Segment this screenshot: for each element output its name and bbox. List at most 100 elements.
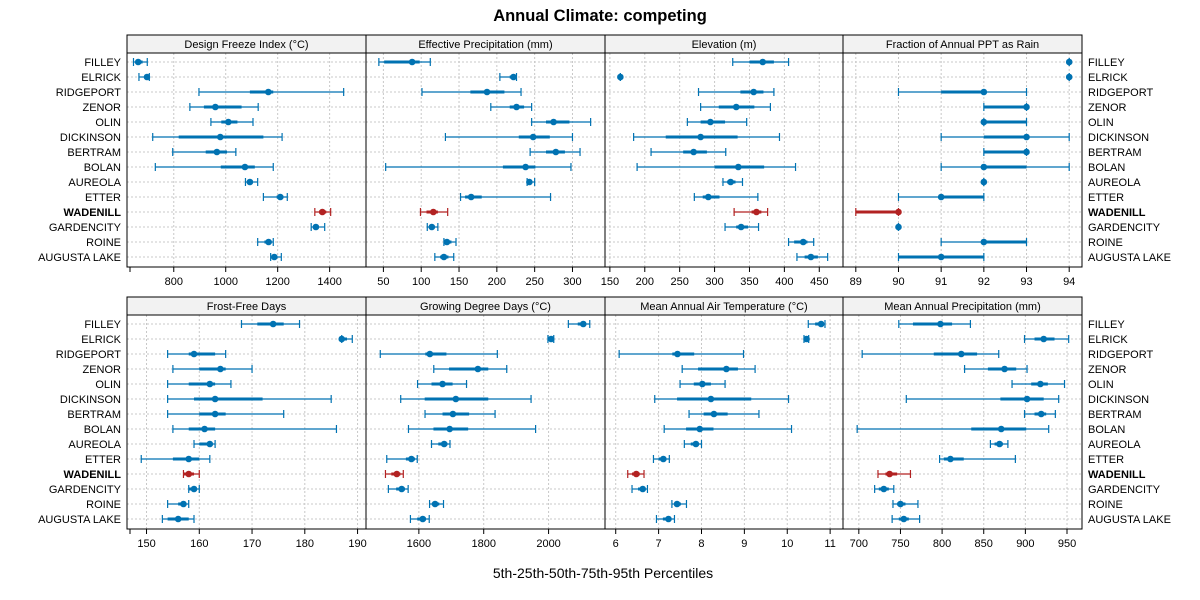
x-tick-label: 300 — [705, 276, 723, 288]
median-point — [1040, 335, 1047, 343]
panel-title: Mean Annual Precipitation (mm) — [884, 301, 1041, 313]
percentile-row — [940, 238, 1028, 246]
median-point — [522, 163, 529, 171]
x-tick-label: 850 — [975, 538, 993, 550]
percentile-row — [526, 178, 536, 186]
percentile-row — [697, 88, 775, 96]
site-label: DICKINSON — [60, 394, 121, 406]
percentile-row — [671, 500, 688, 508]
median-point — [980, 178, 988, 186]
median-point — [319, 208, 326, 216]
median-point — [699, 380, 706, 388]
percentile-row — [262, 193, 288, 201]
x-tick-label: 1800 — [471, 538, 495, 550]
percentile-row — [416, 380, 468, 388]
percentile-row — [803, 335, 810, 343]
percentile-row — [167, 395, 332, 403]
median-point — [552, 148, 560, 156]
percentile-row — [654, 395, 790, 403]
site-label: AUREOLA — [68, 177, 121, 189]
x-tick-label: 1200 — [265, 276, 289, 288]
median-point — [398, 485, 405, 493]
site-label: ROINE — [1088, 237, 1123, 249]
percentile-row — [681, 365, 756, 373]
panel-5: Growing Degree Days (°C) 1600 1800 2000 — [365, 296, 606, 550]
median-point — [1023, 133, 1030, 141]
site-label: DICKINSON — [1088, 132, 1149, 144]
median-point — [1001, 365, 1008, 373]
site-labels-left: FILLEY ELRICK RIDGEPORT ZENOR OLIN DICKINSON B… — [38, 57, 122, 526]
median-point — [419, 515, 427, 523]
median-point — [1065, 58, 1073, 66]
median-point — [980, 118, 988, 126]
site-label: GARDENCITY — [49, 484, 122, 496]
percentile-row — [1023, 410, 1056, 418]
median-point — [692, 440, 700, 448]
percentile-row — [138, 73, 151, 81]
percentile-row — [386, 455, 418, 463]
percentile-row — [182, 470, 200, 478]
panel-frame — [126, 52, 367, 268]
site-label: AUREOLA — [68, 439, 121, 451]
percentile-row — [161, 515, 195, 523]
median-point — [895, 223, 902, 231]
median-point — [880, 485, 888, 493]
percentile-row — [940, 133, 1070, 141]
median-point — [206, 380, 214, 388]
median-point — [174, 515, 182, 523]
x-tick-label: 150 — [137, 538, 155, 550]
median-point — [886, 470, 893, 478]
site-label: BOLAN — [1088, 424, 1125, 436]
percentile-row — [430, 440, 451, 448]
x-tick-label: 100 — [412, 276, 430, 288]
site-label: OLIN — [1088, 379, 1114, 391]
percentile-row — [892, 500, 919, 508]
median-point — [211, 410, 219, 418]
median-point — [723, 365, 730, 373]
percentile-row — [385, 163, 572, 171]
percentile-row — [732, 58, 790, 66]
site-label: ELRICK — [1088, 72, 1128, 84]
median-point — [732, 103, 740, 111]
site-label: RIDGEPORT — [1088, 87, 1153, 99]
median-point — [246, 178, 254, 186]
percentile-row — [891, 515, 921, 523]
median-point — [704, 193, 712, 201]
median-point — [996, 440, 1003, 448]
median-point — [957, 350, 965, 358]
site-label: FILLEY — [1088, 57, 1125, 69]
median-point — [265, 238, 272, 246]
x-tick-label: 93 — [1020, 276, 1032, 288]
percentile-row — [693, 193, 759, 201]
median-point — [735, 163, 742, 171]
median-point — [997, 425, 1005, 433]
median-point — [449, 410, 457, 418]
percentile-row — [167, 350, 227, 358]
percentile-row — [733, 208, 769, 216]
percentile-row — [633, 133, 781, 141]
median-point — [483, 88, 491, 96]
median-point — [1037, 380, 1044, 388]
site-label: BOLAN — [1088, 162, 1125, 174]
percentile-row — [434, 253, 455, 261]
site-label: ETTER — [85, 454, 121, 466]
panel-3: Fraction of Annual PPT as Rain 89 90 91 92 93… — [842, 34, 1083, 288]
percentile-row — [980, 118, 1028, 126]
percentile-row — [154, 163, 274, 171]
site-label: ETTER — [1088, 192, 1124, 204]
median-point — [190, 350, 198, 358]
percentile-row — [189, 103, 259, 111]
percentile-row — [650, 148, 727, 156]
median-point — [225, 118, 232, 126]
percentile-row — [338, 335, 353, 343]
median-point — [633, 470, 640, 478]
panel-title: Design Freeze Index (°C) — [184, 39, 308, 51]
panel-frame — [365, 314, 606, 530]
percentile-row — [167, 500, 190, 508]
median-point — [690, 148, 697, 156]
median-point — [426, 350, 434, 358]
median-point — [579, 320, 587, 328]
percentile-row — [895, 223, 902, 231]
panels: Design Freeze Index (°C) 800 1000 1200 1400 E… — [126, 34, 1083, 550]
median-point — [803, 335, 810, 343]
